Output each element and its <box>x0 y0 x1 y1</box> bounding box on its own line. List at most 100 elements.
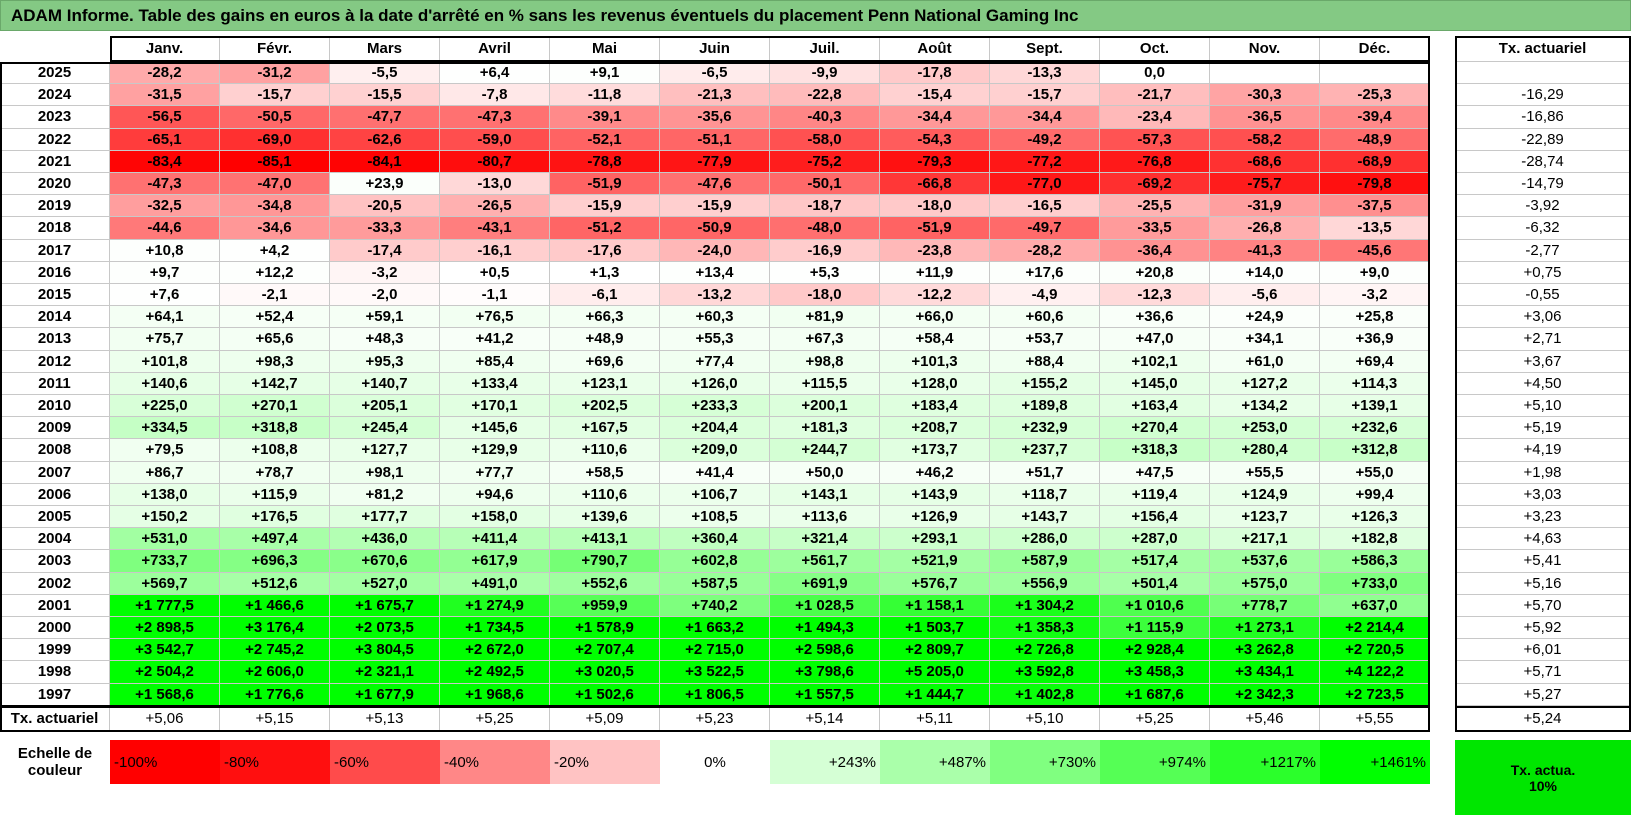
gain-cell: +108,8 <box>220 439 330 462</box>
footer-rate: +5,25 <box>1100 705 1210 732</box>
gain-cell: +142,7 <box>220 372 330 395</box>
footer-rate: +5,14 <box>770 705 880 732</box>
gain-cell: +4,2 <box>220 239 330 262</box>
gain-cell: -24,0 <box>660 239 770 262</box>
gain-cell: +1 557,5 <box>770 683 880 706</box>
gain-cell: +1 777,5 <box>110 594 220 617</box>
gain-cell: -17,8 <box>880 62 990 85</box>
gain-cell: +318,3 <box>1100 439 1210 462</box>
gain-cell: -52,1 <box>550 128 660 151</box>
gain-cell: -15,4 <box>880 84 990 107</box>
gain-cell: +1 806,5 <box>660 683 770 706</box>
gain-cell: -33,3 <box>330 217 440 240</box>
gain-cell: -65,1 <box>110 128 220 151</box>
gain-cell: +253,0 <box>1210 417 1320 440</box>
gain-cell: -80,7 <box>440 150 550 173</box>
gain-cell: +86,7 <box>110 461 220 484</box>
gain-cell: +575,0 <box>1210 572 1320 595</box>
footer-label: Tx. actuariel <box>0 705 110 732</box>
legend-step: +730% <box>990 740 1100 784</box>
year: 1999 <box>0 639 110 662</box>
gain-cell: +537,6 <box>1210 550 1320 573</box>
gain-cell: +334,5 <box>110 417 220 440</box>
legend-step: +1217% <box>1210 740 1320 784</box>
gain-cell: -34,8 <box>220 195 330 218</box>
gain-cell: +1 273,1 <box>1210 617 1320 640</box>
month-header: Févr. <box>220 36 330 62</box>
gain-cell: -15,7 <box>220 84 330 107</box>
year: 2002 <box>0 572 110 595</box>
gain-cell: +126,0 <box>660 372 770 395</box>
gain-cell: -20,5 <box>330 195 440 218</box>
gain-cell: +2 492,5 <box>440 661 550 684</box>
gain-cell: -18,0 <box>770 284 880 307</box>
gain-cell: +1 466,6 <box>220 594 330 617</box>
gain-cell: -28,2 <box>110 62 220 85</box>
gain-cell: +47,0 <box>1100 328 1210 351</box>
gain-cell: +55,3 <box>660 328 770 351</box>
rate-cell: -3,92 <box>1455 195 1631 218</box>
gain-cell: -16,5 <box>990 195 1100 218</box>
gain-cell: +20,8 <box>1100 261 1210 284</box>
gain-cell: +181,3 <box>770 417 880 440</box>
gain-cell: +561,7 <box>770 550 880 573</box>
gain-cell: -58,0 <box>770 128 880 151</box>
gain-cell: +287,0 <box>1100 528 1210 551</box>
gain-cell: -33,5 <box>1100 217 1210 240</box>
month-header: Juil. <box>770 36 880 62</box>
legend-step: +243% <box>770 740 880 784</box>
gain-cell: +1 010,6 <box>1100 594 1210 617</box>
rate-cell: -14,79 <box>1455 173 1631 196</box>
gain-cell: +189,8 <box>990 395 1100 418</box>
gain-cell: +670,6 <box>330 550 440 573</box>
gain-cell: +237,7 <box>990 439 1100 462</box>
legend-step: -100% <box>110 740 220 784</box>
gain-cell: -77,0 <box>990 173 1100 196</box>
gain-cell: +55,5 <box>1210 461 1320 484</box>
rate-cell: +2,71 <box>1455 328 1631 351</box>
gain-cell: +2 726,8 <box>990 639 1100 662</box>
gain-cell: +2 707,4 <box>550 639 660 662</box>
gain-cell: +2 214,4 <box>1320 617 1430 640</box>
gain-cell: -21,3 <box>660 84 770 107</box>
gain-cell: 0,0 <box>1100 62 1210 85</box>
gain-cell: +36,6 <box>1100 306 1210 329</box>
gain-cell: +95,3 <box>330 350 440 373</box>
gain-cell: +98,8 <box>770 350 880 373</box>
year: 2004 <box>0 528 110 551</box>
rate-cell: -6,32 <box>1455 217 1631 240</box>
gain-cell: -31,2 <box>220 62 330 85</box>
gain-cell: +118,7 <box>990 483 1100 506</box>
footer-rate: +5,06 <box>110 705 220 732</box>
month-header: Janv. <box>110 36 220 62</box>
gain-cell: +48,9 <box>550 328 660 351</box>
gain-cell: +411,4 <box>440 528 550 551</box>
rate-cell: +5,10 <box>1455 395 1631 418</box>
year: 2013 <box>0 328 110 351</box>
gain-cell: -34,4 <box>990 106 1100 129</box>
gain-cell: -17,6 <box>550 239 660 262</box>
gain-cell: +501,4 <box>1100 572 1210 595</box>
gain-cell: +66,3 <box>550 306 660 329</box>
gain-cell: +208,7 <box>880 417 990 440</box>
gain-cell: +200,1 <box>770 395 880 418</box>
gain-cell: +9,0 <box>1320 261 1430 284</box>
month-header: Juin <box>660 36 770 62</box>
gain-cell: +233,3 <box>660 395 770 418</box>
gain-cell: -75,2 <box>770 150 880 173</box>
year: 2000 <box>0 617 110 640</box>
month-header: Oct. <box>1100 36 1210 62</box>
gain-cell: +167,5 <box>550 417 660 440</box>
gain-cell: +150,2 <box>110 506 220 529</box>
gain-cell: -21,7 <box>1100 84 1210 107</box>
gain-cell: +3 798,6 <box>770 661 880 684</box>
gain-cell: +0,5 <box>440 261 550 284</box>
gain-cell: +569,7 <box>110 572 220 595</box>
gain-cell: -51,2 <box>550 217 660 240</box>
gain-cell: +79,5 <box>110 439 220 462</box>
footer-rate: +5,11 <box>880 705 990 732</box>
gain-cell: +126,3 <box>1320 506 1430 529</box>
gain-cell: +491,0 <box>440 572 550 595</box>
gain-cell: +77,4 <box>660 350 770 373</box>
gain-cell: +163,4 <box>1100 395 1210 418</box>
